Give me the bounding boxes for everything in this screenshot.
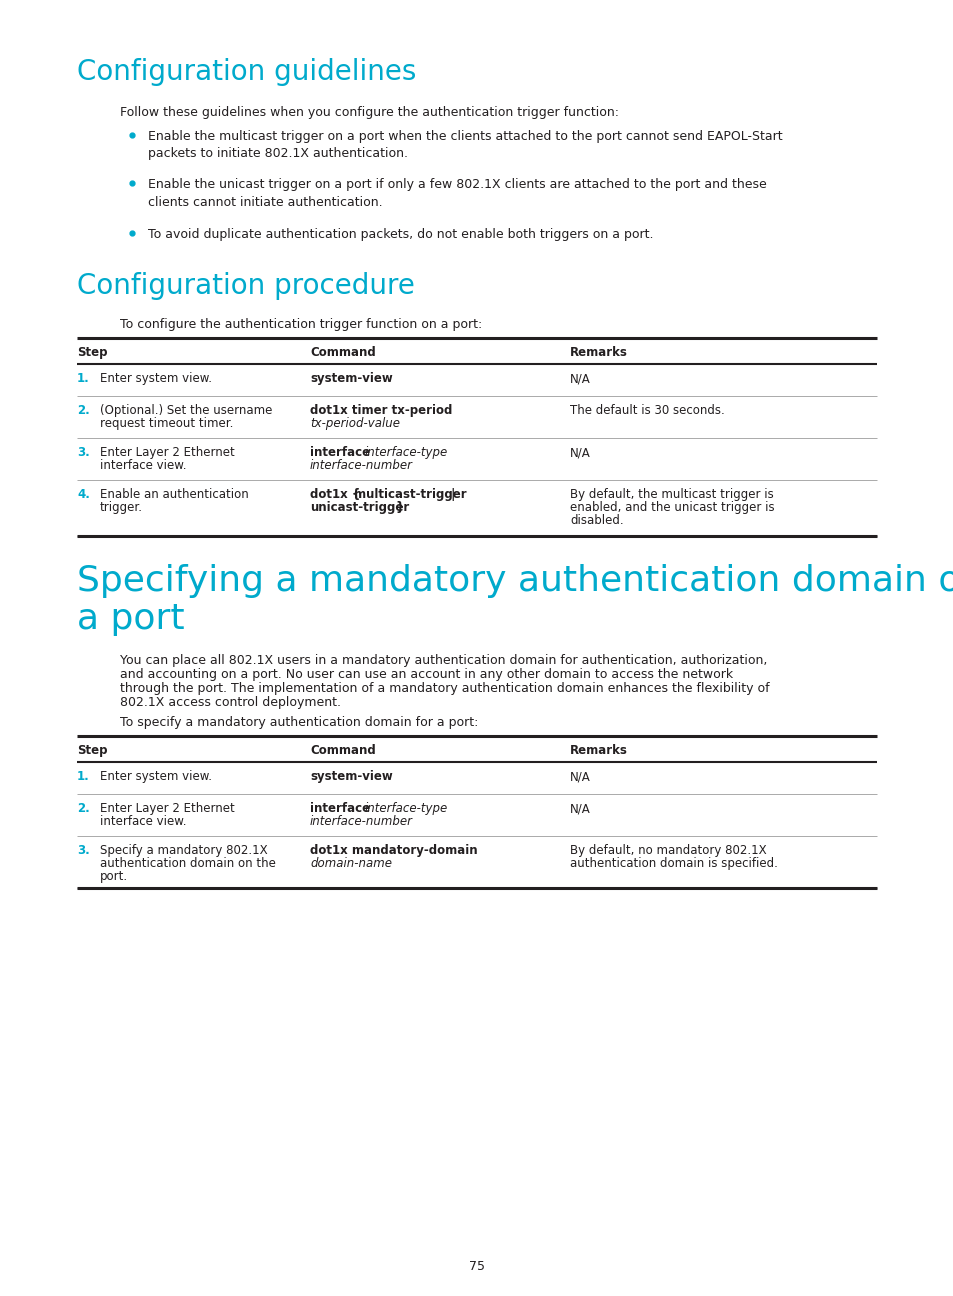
Text: N/A: N/A [569,802,590,815]
Text: Enter Layer 2 Ethernet: Enter Layer 2 Ethernet [100,802,234,815]
Text: Enable the multicast trigger on a port when the clients attached to the port can: Enable the multicast trigger on a port w… [148,130,781,161]
Text: tx-period-value: tx-period-value [310,417,399,430]
Text: The default is 30 seconds.: The default is 30 seconds. [569,404,724,417]
Text: port.: port. [100,870,128,883]
Text: authentication domain on the: authentication domain on the [100,857,275,870]
Text: authentication domain is specified.: authentication domain is specified. [569,857,777,870]
Text: system-view: system-view [310,372,393,385]
Text: |: | [447,489,456,502]
Text: Remarks: Remarks [569,346,627,359]
Text: }: } [392,502,405,515]
Text: a port: a port [77,603,185,636]
Text: interface: interface [310,802,374,815]
Text: N/A: N/A [569,446,590,459]
Text: Command: Command [310,346,375,359]
Text: To specify a mandatory authentication domain for a port:: To specify a mandatory authentication do… [120,715,477,728]
Text: multicast-trigger: multicast-trigger [354,489,466,502]
Text: Enable the unicast trigger on a port if only a few 802.1X clients are attached t: Enable the unicast trigger on a port if … [148,178,766,209]
Text: interface: interface [310,446,374,459]
Text: Enable an authentication: Enable an authentication [100,489,249,502]
Text: 1.: 1. [77,372,90,385]
Text: Specifying a mandatory authentication domain on: Specifying a mandatory authentication do… [77,564,953,597]
Text: To configure the authentication trigger function on a port:: To configure the authentication trigger … [120,318,482,330]
Text: Remarks: Remarks [569,744,627,757]
Text: 1.: 1. [77,770,90,783]
Text: By default, no mandatory 802.1X: By default, no mandatory 802.1X [569,844,766,857]
Text: Command: Command [310,744,375,757]
Text: Specify a mandatory 802.1X: Specify a mandatory 802.1X [100,844,268,857]
Text: 3.: 3. [77,844,90,857]
Text: interface view.: interface view. [100,815,186,828]
Text: interface-type: interface-type [365,446,448,459]
Text: interface-number: interface-number [310,815,413,828]
Text: trigger.: trigger. [100,502,143,515]
Text: 802.1X access control deployment.: 802.1X access control deployment. [120,696,340,709]
Text: 3.: 3. [77,446,90,459]
Text: system-view: system-view [310,770,393,783]
Text: Enter system view.: Enter system view. [100,770,212,783]
Text: dot1x timer tx-period: dot1x timer tx-period [310,404,452,417]
Text: Configuration guidelines: Configuration guidelines [77,58,416,86]
Text: domain-name: domain-name [310,857,392,870]
Text: Step: Step [77,744,108,757]
Text: You can place all 802.1X users in a mandatory authentication domain for authenti: You can place all 802.1X users in a mand… [120,654,766,667]
Text: dot1x mandatory-domain: dot1x mandatory-domain [310,844,477,857]
Text: 2.: 2. [77,404,90,417]
Text: 4.: 4. [77,489,90,502]
Text: interface view.: interface view. [100,459,186,472]
Text: and accounting on a port. No user can use an account in any other domain to acce: and accounting on a port. No user can us… [120,667,732,680]
Text: By default, the multicast trigger is: By default, the multicast trigger is [569,489,773,502]
Text: disabled.: disabled. [569,515,623,527]
Text: 2.: 2. [77,802,90,815]
Text: To avoid duplicate authentication packets, do not enable both triggers on a port: To avoid duplicate authentication packet… [148,228,653,241]
Text: dot1x {: dot1x { [310,489,364,502]
Text: Enter system view.: Enter system view. [100,372,212,385]
Text: Step: Step [77,346,108,359]
Text: request timeout timer.: request timeout timer. [100,417,233,430]
Text: N/A: N/A [569,372,590,385]
Text: enabled, and the unicast trigger is: enabled, and the unicast trigger is [569,502,774,515]
Text: N/A: N/A [569,770,590,783]
Text: Configuration procedure: Configuration procedure [77,272,415,299]
Text: Follow these guidelines when you configure the authentication trigger function:: Follow these guidelines when you configu… [120,106,618,119]
Text: Enter Layer 2 Ethernet: Enter Layer 2 Ethernet [100,446,234,459]
Text: 75: 75 [469,1260,484,1273]
Text: (Optional.) Set the username: (Optional.) Set the username [100,404,273,417]
Text: unicast-trigger: unicast-trigger [310,502,409,515]
Text: interface-type: interface-type [365,802,448,815]
Text: through the port. The implementation of a mandatory authentication domain enhanc: through the port. The implementation of … [120,682,769,695]
Text: interface-number: interface-number [310,459,413,472]
